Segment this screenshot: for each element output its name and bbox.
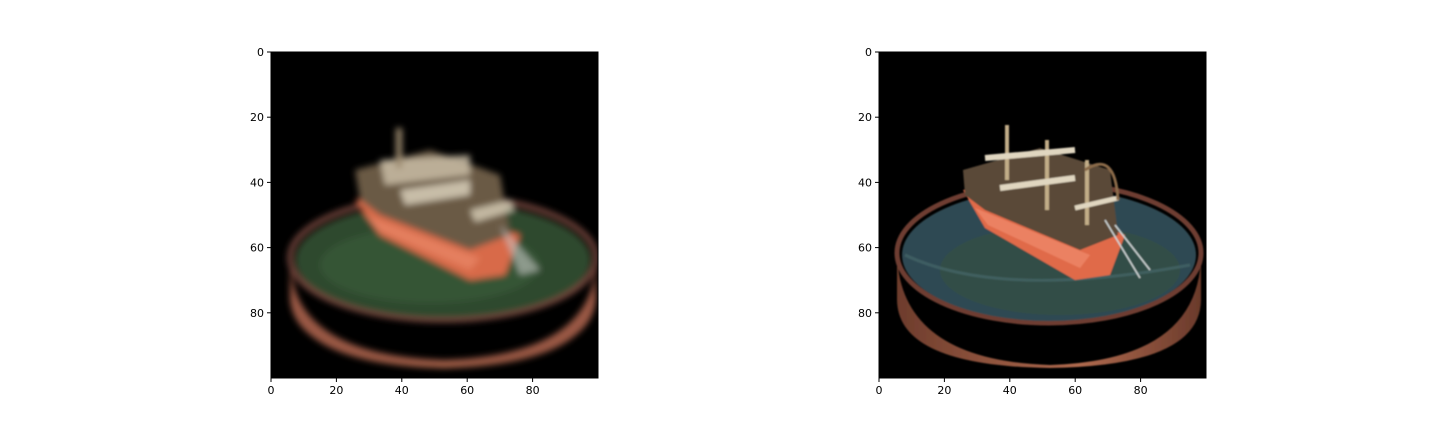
- x-tick-label: 20: [937, 384, 951, 397]
- x-tick-label: 40: [1003, 384, 1017, 397]
- y-tick-label: 60: [250, 242, 264, 255]
- y-tick-label: 80: [858, 307, 872, 320]
- x-tick-label: 20: [329, 384, 343, 397]
- axes-frame-2: [878, 51, 1207, 379]
- x-tick-label: 40: [395, 384, 409, 397]
- y-tick-label: 40: [858, 176, 872, 189]
- panel-blurred-render: 0 20 40 60 80 0 20 40 60 80: [250, 46, 599, 397]
- x-tick-label: 0: [876, 384, 883, 397]
- y-tick-label: 0: [865, 46, 872, 59]
- image-blurred-ship-in-bowl: [271, 52, 598, 378]
- x-tick-label: 60: [460, 384, 474, 397]
- y-tick-label: 60: [858, 242, 872, 255]
- y-tick-label: 20: [858, 111, 872, 124]
- axis-ticks-1: 0 20 40 60 80 0 20 40 60 80: [250, 46, 540, 397]
- x-tick-label: 80: [1134, 384, 1148, 397]
- x-tick-label: 0: [268, 384, 275, 397]
- axis-ticks-2: 0 20 40 60 80 0 20 40 60 80: [858, 46, 1148, 397]
- image-sharp-ship-in-bowl: [879, 52, 1206, 378]
- panel-sharp-render: 0 20 40 60 80 0 20 40 60 80: [858, 46, 1207, 397]
- x-tick-label: 80: [526, 384, 540, 397]
- y-tick-label: 0: [257, 46, 264, 59]
- y-tick-label: 20: [250, 111, 264, 124]
- x-tick-label: 60: [1068, 384, 1082, 397]
- y-tick-label: 40: [250, 176, 264, 189]
- axes-frame-1: [270, 51, 599, 379]
- y-tick-label: 80: [250, 307, 264, 320]
